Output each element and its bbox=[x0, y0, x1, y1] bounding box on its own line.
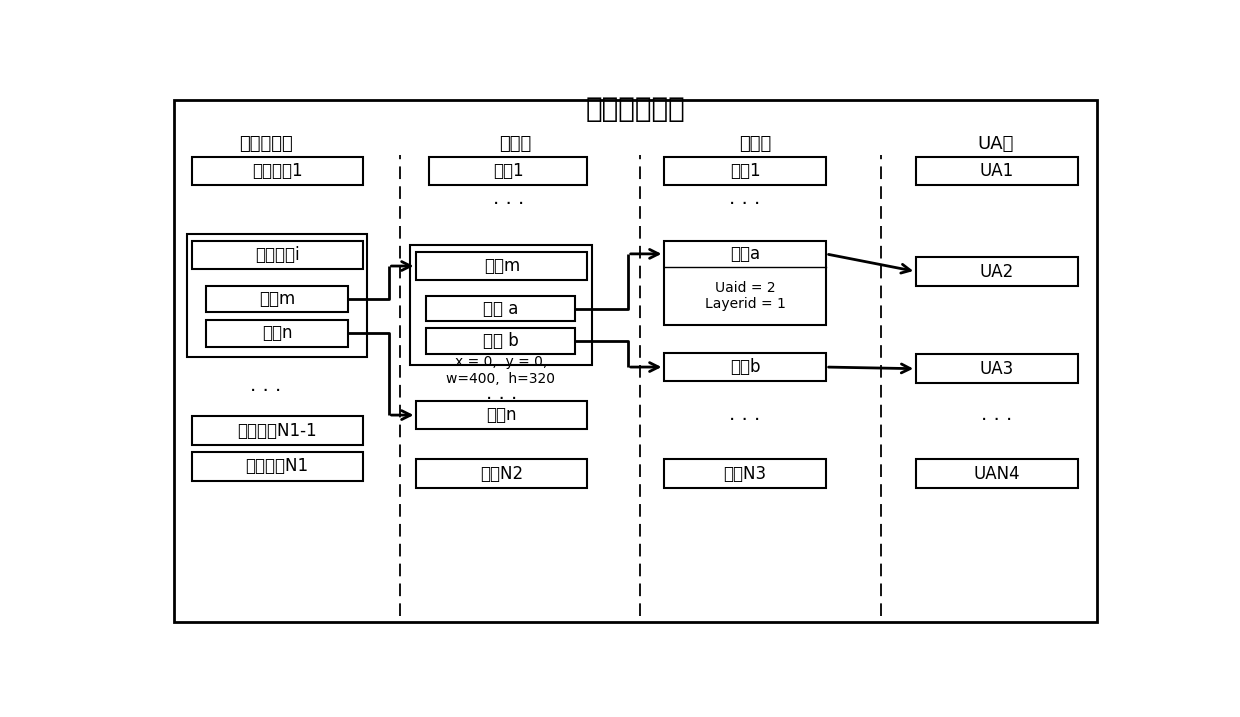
Text: 显示配置N1-1: 显示配置N1-1 bbox=[237, 422, 317, 440]
Text: 窗口1: 窗口1 bbox=[492, 162, 523, 180]
Bar bbox=[916, 257, 1078, 286]
Text: 图层a: 图层a bbox=[730, 245, 760, 263]
Text: 显示配置1: 显示配置1 bbox=[252, 162, 303, 180]
Text: 显示配置N1: 显示配置N1 bbox=[246, 457, 309, 475]
Text: x = 0,  y = 0,
w=400,  h=320: x = 0, y = 0, w=400, h=320 bbox=[446, 356, 556, 386]
Text: · · ·: · · · bbox=[981, 411, 1013, 429]
Text: 窗口m: 窗口m bbox=[259, 290, 295, 308]
Bar bbox=[916, 157, 1078, 186]
Bar bbox=[429, 157, 588, 186]
Bar bbox=[417, 252, 588, 280]
Bar bbox=[427, 296, 575, 321]
Bar bbox=[187, 234, 367, 356]
Bar bbox=[665, 157, 826, 186]
Bar bbox=[665, 460, 826, 488]
Bar bbox=[916, 460, 1078, 488]
Text: · · ·: · · · bbox=[486, 390, 517, 409]
Text: 图层N3: 图层N3 bbox=[723, 465, 766, 483]
Bar bbox=[191, 416, 362, 445]
Text: 显示配置表: 显示配置表 bbox=[238, 135, 293, 153]
Bar bbox=[665, 241, 826, 325]
Text: · · ·: · · · bbox=[729, 411, 760, 429]
Bar bbox=[206, 286, 348, 313]
Text: 窗口N2: 窗口N2 bbox=[480, 465, 523, 483]
Bar bbox=[409, 245, 593, 366]
Text: · · ·: · · · bbox=[494, 195, 525, 214]
Text: 窗口n: 窗口n bbox=[486, 406, 517, 424]
Text: UA表: UA表 bbox=[977, 135, 1014, 153]
Text: 显示配置文件: 显示配置文件 bbox=[585, 95, 686, 123]
Text: · · ·: · · · bbox=[729, 195, 760, 214]
Bar bbox=[665, 353, 826, 381]
Text: 显示配置i: 显示配置i bbox=[254, 246, 299, 264]
Bar bbox=[191, 452, 362, 481]
Text: 图层表: 图层表 bbox=[739, 135, 771, 153]
Text: · · ·: · · · bbox=[250, 382, 281, 401]
Text: UA3: UA3 bbox=[980, 360, 1014, 378]
Text: UAN4: UAN4 bbox=[973, 465, 1021, 483]
Bar bbox=[916, 354, 1078, 383]
Text: Uaid = 2
Layerid = 1: Uaid = 2 Layerid = 1 bbox=[704, 281, 785, 311]
Text: 图层 b: 图层 b bbox=[482, 332, 518, 350]
Text: UA1: UA1 bbox=[980, 162, 1014, 180]
Bar bbox=[191, 157, 362, 186]
Text: 窗口n: 窗口n bbox=[262, 324, 293, 343]
Text: UA2: UA2 bbox=[980, 262, 1014, 280]
Text: 窗口m: 窗口m bbox=[484, 257, 520, 275]
Text: 图层1: 图层1 bbox=[730, 162, 760, 180]
Bar bbox=[206, 320, 348, 346]
Bar bbox=[191, 241, 362, 270]
Text: 图层b: 图层b bbox=[730, 358, 760, 376]
Bar bbox=[427, 328, 575, 353]
Text: 图层 a: 图层 a bbox=[482, 300, 518, 318]
Text: 窗口表: 窗口表 bbox=[500, 135, 532, 153]
Bar bbox=[417, 401, 588, 429]
Bar bbox=[417, 460, 588, 488]
